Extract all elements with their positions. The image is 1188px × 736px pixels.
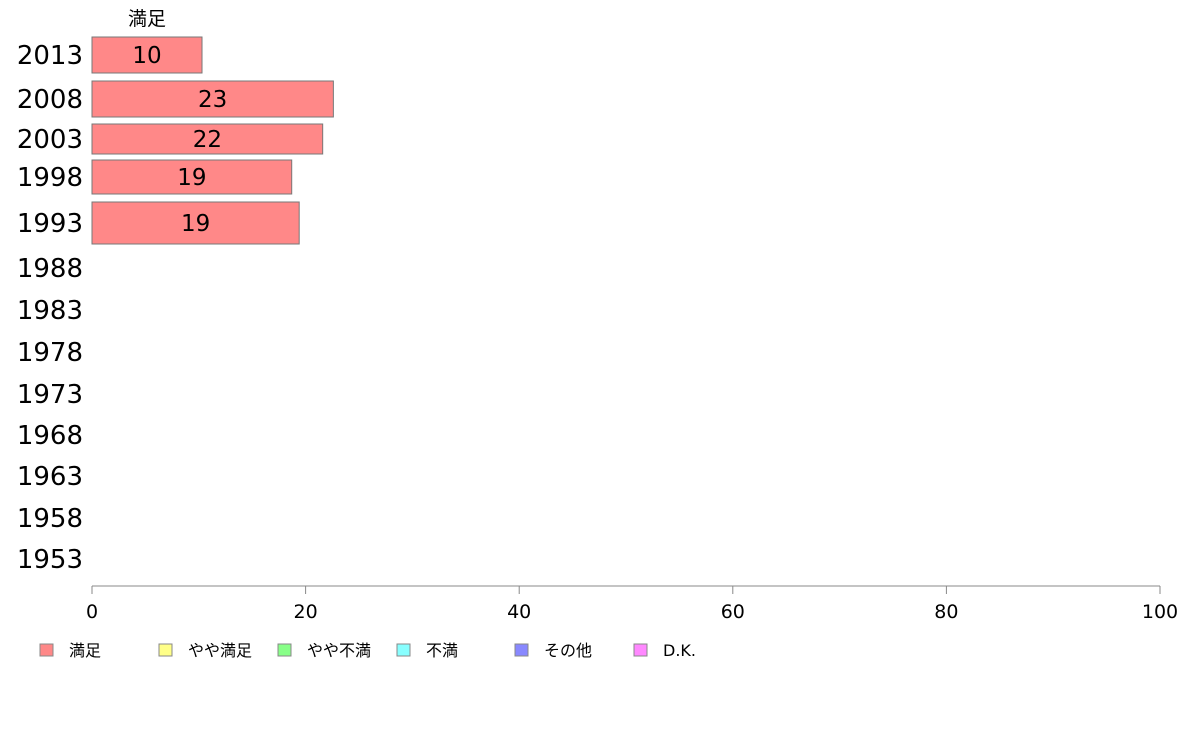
year-label: 1968 [17, 421, 83, 451]
year-label: 2008 [17, 85, 83, 115]
legend-label: やや不満 [307, 641, 371, 660]
year-label: 1973 [17, 380, 83, 410]
x-tick-label: 60 [721, 601, 745, 623]
year-label: 1978 [17, 338, 83, 368]
bars: 10 23 22 19 19 [91, 36, 334, 245]
legend: 満足 やや満足 やや不満 不満 その他 D.K. [39, 641, 696, 660]
year-label: 1958 [17, 504, 83, 534]
year-label: 1998 [17, 163, 83, 193]
legend-swatch [514, 643, 529, 657]
legend-swatch [396, 643, 411, 657]
legend-swatch [158, 643, 173, 657]
bar [91, 80, 334, 118]
legend-swatch [633, 643, 648, 657]
x-tick-label: 100 [1142, 601, 1178, 623]
bar-value-label: 10 [132, 43, 161, 69]
legend-swatch [39, 643, 54, 657]
x-tick-label: 0 [86, 601, 98, 623]
legend-label: 満足 [69, 641, 101, 660]
legend-swatch [277, 643, 292, 657]
year-label: 1953 [17, 545, 83, 575]
bar [91, 36, 203, 74]
bar [91, 201, 300, 245]
bar-value-label: 22 [193, 127, 222, 153]
bar [91, 123, 324, 155]
year-label: 1988 [17, 254, 83, 284]
year-label: 1983 [17, 296, 83, 326]
x-tick-label: 20 [294, 601, 318, 623]
bar-value-label: 19 [181, 211, 210, 237]
year-label: 1993 [17, 209, 83, 239]
legend-label: やや満足 [188, 641, 252, 660]
x-tick-label: 40 [507, 601, 531, 623]
bar [91, 159, 293, 195]
year-label: 2013 [17, 41, 83, 71]
x-axis: 0 20 40 60 80 100 [86, 585, 1178, 623]
bar-value-label: 23 [198, 87, 227, 113]
legend-label: その他 [544, 641, 592, 660]
series-title: 満足 [128, 8, 166, 30]
x-tick-label: 80 [934, 601, 958, 623]
year-label: 2003 [17, 125, 83, 155]
year-labels: 2013 2008 2003 1998 1993 1988 1983 1978 1973 1968… [17, 41, 83, 575]
legend-label: D.K. [663, 641, 696, 660]
year-label: 1963 [17, 462, 83, 492]
bar-value-label: 19 [177, 165, 206, 191]
legend-label: 不満 [426, 641, 458, 660]
